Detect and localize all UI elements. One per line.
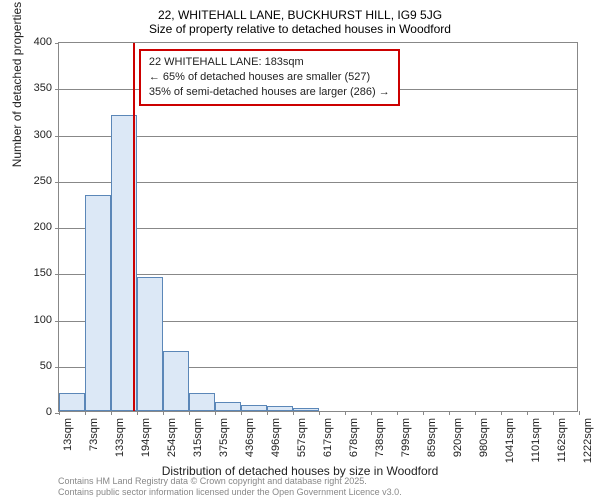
y-tick-label: 100: [34, 314, 52, 326]
histogram-bar: [189, 393, 215, 412]
annotation-line: ← 65% of detached houses are smaller (52…: [149, 70, 390, 85]
y-tick-label: 400: [34, 36, 52, 48]
y-tick-label: 50: [40, 360, 52, 372]
y-tick-label: 0: [46, 406, 52, 418]
x-tick-label: 194sqm: [140, 418, 152, 457]
x-tick-label: 133sqm: [114, 418, 126, 457]
x-tick-label: 1041sqm: [504, 418, 516, 463]
y-tick-label: 250: [34, 175, 52, 187]
chart-footer: Contains HM Land Registry data © Crown c…: [58, 476, 402, 498]
x-tick-label: 617sqm: [322, 418, 334, 457]
histogram-bar: [59, 393, 85, 412]
histogram-bar: [241, 405, 267, 411]
x-tick-label: 799sqm: [400, 418, 412, 457]
histogram-bar: [267, 406, 293, 411]
y-tick-label: 350: [34, 82, 52, 94]
chart-title-main: 22, WHITEHALL LANE, BUCKHURST HILL, IG9 …: [0, 0, 600, 22]
x-tick-label: 315sqm: [192, 418, 204, 457]
histogram-bar: [293, 408, 319, 411]
annotation-line: 22 WHITEHALL LANE: 183sqm: [149, 55, 390, 70]
footer-line-2: Contains public sector information licen…: [58, 487, 402, 498]
plot-area: 22 WHITEHALL LANE: 183sqm← 65% of detach…: [58, 42, 578, 412]
y-tick-label: 300: [34, 129, 52, 141]
property-marker-line: [133, 43, 135, 411]
x-tick-label: 1101sqm: [530, 418, 542, 462]
histogram-bar: [215, 402, 241, 411]
x-tick-label: 678sqm: [348, 418, 360, 457]
x-tick-label: 1222sqm: [582, 418, 594, 463]
x-tick-label: 1162sqm: [556, 418, 568, 462]
x-tick-label: 13sqm: [62, 418, 74, 451]
annotation-box: 22 WHITEHALL LANE: 183sqm← 65% of detach…: [139, 49, 400, 106]
y-tick-label: 150: [34, 267, 52, 279]
x-tick-label: 73sqm: [88, 418, 100, 451]
annotation-line: 35% of semi-detached houses are larger (…: [149, 85, 390, 100]
x-tick-label: 436sqm: [244, 418, 256, 457]
histogram-bar: [163, 351, 189, 411]
y-axis-title: Number of detached properties: [10, 2, 24, 167]
x-tick-label: 920sqm: [452, 418, 464, 457]
x-tick-label: 859sqm: [426, 418, 438, 457]
footer-line-1: Contains HM Land Registry data © Crown c…: [58, 476, 402, 487]
x-tick-label: 496sqm: [270, 418, 282, 457]
x-tick-label: 254sqm: [166, 418, 178, 457]
x-tick-label: 557sqm: [296, 418, 308, 457]
histogram-bar: [85, 195, 111, 411]
histogram-bar: [137, 277, 163, 411]
y-tick-label: 200: [34, 221, 52, 233]
chart-title-sub: Size of property relative to detached ho…: [0, 22, 600, 40]
x-tick-label: 980sqm: [478, 418, 490, 457]
x-tick-label: 375sqm: [218, 418, 230, 457]
x-tick-label: 738sqm: [374, 418, 386, 457]
